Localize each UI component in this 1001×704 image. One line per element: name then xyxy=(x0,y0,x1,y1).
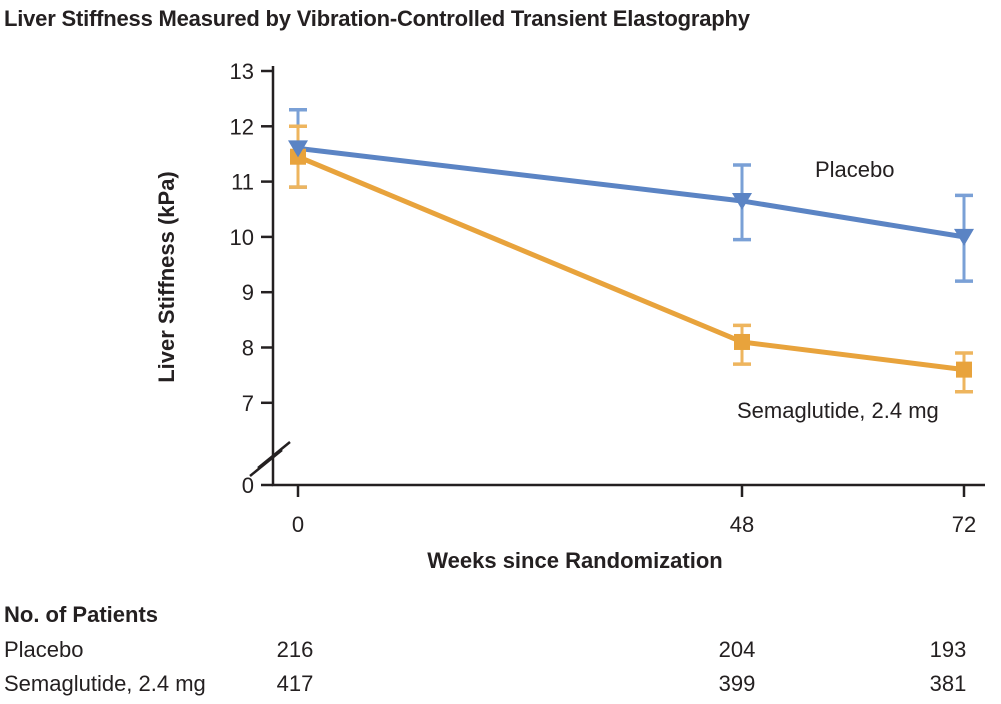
chart-title: Liver Stiffness Measured by Vibration-Co… xyxy=(4,6,750,31)
axis-break-slash xyxy=(249,449,283,477)
y-tick-label: 11 xyxy=(231,170,254,195)
y-tick-label: 7 xyxy=(242,391,254,416)
row-value: 399 xyxy=(718,671,756,696)
placebo-series-label: Placebo xyxy=(815,157,895,182)
table-row: Placebo 216 204 193 xyxy=(0,637,1001,663)
row-value: 417 xyxy=(276,671,314,696)
y-tick-label: 8 xyxy=(242,336,254,361)
semaglutide-marker-square xyxy=(956,361,972,378)
row-value: 381 xyxy=(929,671,967,696)
y-axis-label: Liver Stiffness (kPa) xyxy=(154,171,179,383)
patients-table-heading: No. of Patients xyxy=(4,602,159,627)
y-tick-label: 10 xyxy=(230,225,254,250)
x-tick-label: 48 xyxy=(730,512,754,537)
placebo-marker-triangle-down xyxy=(954,228,974,246)
y-origin-label: 0 xyxy=(242,473,254,498)
placebo-marker-triangle-down xyxy=(732,192,752,210)
x-tick-label: 0 xyxy=(292,512,304,537)
row-value: 204 xyxy=(718,637,756,662)
table-row: Semaglutide, 2.4 mg 417 399 381 xyxy=(0,671,1001,697)
y-tick-label: 9 xyxy=(242,280,254,305)
y-tick-label: 12 xyxy=(230,114,254,139)
x-axis-label: Weeks since Randomization xyxy=(427,548,723,573)
row-value: 216 xyxy=(276,637,314,662)
placebo-marker-triangle-down xyxy=(288,140,308,158)
y-tick-label: 13 xyxy=(230,59,254,84)
x-tick-label: 72 xyxy=(952,512,976,537)
row-label-semaglutide: Semaglutide, 2.4 mg xyxy=(4,671,206,696)
semaglutide-series-label: Semaglutide, 2.4 mg xyxy=(737,398,939,423)
semaglutide-marker-square xyxy=(734,333,750,350)
row-value: 193 xyxy=(929,637,967,662)
row-label-placebo: Placebo xyxy=(4,637,84,662)
